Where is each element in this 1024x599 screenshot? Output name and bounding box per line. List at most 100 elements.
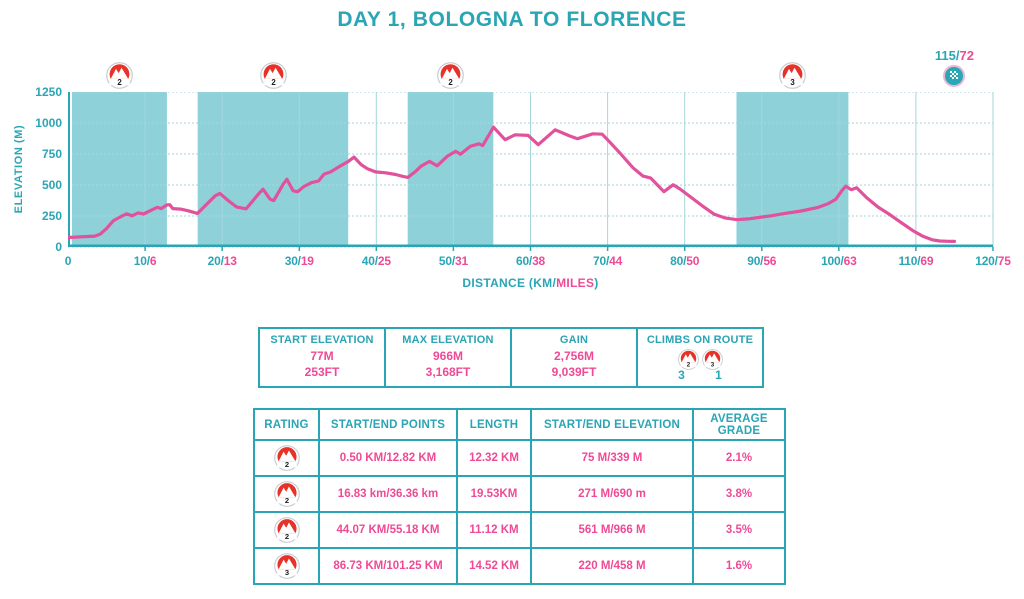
climb-category-badge-icon: 3	[273, 553, 300, 579]
summary-header: CLIMBS ON ROUTE	[646, 334, 754, 346]
col-header-length: LENGTH	[456, 408, 532, 441]
cell-elevation: 220 M/458 M	[530, 547, 694, 585]
cell-elevation: 561 M/966 M	[530, 511, 694, 549]
summary-max-elevation: MAX ELEVATION 966M 3,168FT	[384, 329, 510, 386]
climb-category-badge-icon: 2	[273, 481, 300, 507]
mountain-badge-icon: 2	[677, 349, 699, 370]
cell-rating: 2	[253, 439, 320, 477]
x-axis-label: DISTANCE (KM/MILES)	[68, 276, 993, 290]
summary-value-metric: 2,756M	[553, 349, 595, 363]
cell-elevation: 271 M/690 m	[530, 475, 694, 513]
col-header-grade: AVERAGE GRADE	[692, 408, 786, 441]
mountain-badge-icon: 2	[437, 62, 464, 89]
summary-climbs-on-route: CLIMBS ON ROUTE 2 3 3 1	[636, 329, 762, 386]
climb-counts-row: 3 1	[638, 368, 762, 382]
cell-grade: 2.1%	[692, 439, 786, 477]
mountain-badge-icon: 2	[273, 481, 300, 507]
x-axis-tick-label: 40/25	[361, 254, 391, 268]
svg-text:2: 2	[448, 78, 453, 87]
cell-points: 86.73 KM/101.25 KM	[318, 547, 458, 585]
cell-length: 19.53KM	[456, 475, 532, 513]
summary-header: MAX ELEVATION	[402, 334, 494, 346]
cell-points: 16.83 km/36.36 km	[318, 475, 458, 513]
mountain-badge-icon: 2	[273, 445, 300, 471]
climb-category-badge-icon: 2	[273, 445, 300, 471]
col-header-points: START/END POINTS	[318, 408, 458, 441]
table-row: 2 16.83 km/36.36 km 19.53KM 271 M/690 m …	[253, 475, 786, 513]
cell-grade: 1.6%	[692, 547, 786, 585]
svg-text:2: 2	[117, 78, 122, 87]
table-header-row: RATING START/END POINTS LENGTH START/END…	[253, 408, 786, 441]
table-row: 2 0.50 KM/12.82 KM 12.32 KM 75 M/339 M 2…	[253, 439, 786, 477]
x-axis-tick-label: 110/69	[898, 254, 934, 268]
x-axis-tick-label: 90/56	[747, 254, 777, 268]
svg-text:2: 2	[271, 78, 276, 87]
table-row: 2 44.07 KM/55.18 KM 11.12 KM 561 M/966 M…	[253, 511, 786, 549]
table-row: 3 86.73 KM/101.25 KM 14.52 KM 220 M/458 …	[253, 547, 786, 585]
cell-rating: 2	[253, 511, 320, 549]
y-axis-tick-label: 0	[55, 239, 62, 254]
climb-category-badge-icon: 2	[273, 517, 300, 543]
cell-grade: 3.5%	[692, 511, 786, 549]
y-axis-tick-label: 1000	[35, 115, 62, 130]
cell-points: 44.07 KM/55.18 KM	[318, 511, 458, 549]
cell-elevation: 75 M/339 M	[530, 439, 694, 477]
elevation-plot-area	[68, 92, 994, 251]
mountain-badge-icon: 3	[701, 349, 723, 370]
x-axis-tick-label: 70/44	[593, 254, 623, 268]
x-axis-tick-label: 80/50	[670, 254, 700, 268]
climb-count: 3	[678, 368, 685, 382]
climb-category-badge-icon: 2	[259, 62, 287, 89]
mountain-badge-icon: 3	[779, 62, 806, 89]
x-axis-tick-label: 60/38	[515, 254, 546, 268]
col-header-elevation: START/END ELEVATION	[530, 408, 694, 441]
x-axis-tick-label: 50/31	[438, 254, 468, 268]
svg-text:2: 2	[284, 496, 288, 505]
x-axis-label-close: )	[594, 276, 599, 290]
summary-table: START ELEVATION 77M 253FT MAX ELEVATION …	[258, 327, 764, 388]
cell-rating: 3	[253, 547, 320, 585]
cell-length: 11.12 KM	[456, 511, 532, 549]
y-axis-tick-label: 500	[41, 177, 62, 192]
svg-text:3: 3	[284, 568, 288, 577]
x-axis-tick-label: 120/75	[975, 254, 1011, 268]
climb-category-badge-icon: 2	[677, 349, 699, 370]
climb-badges-row: 2 3	[638, 349, 762, 370]
x-axis-tick-label: 10/6	[133, 254, 157, 268]
summary-header: START ELEVATION	[270, 334, 374, 346]
finish-distance-label: 115/72	[934, 48, 974, 63]
page-title: DAY 1, BOLOGNA TO FLORENCE	[337, 8, 687, 31]
svg-text:2: 2	[284, 460, 288, 469]
x-axis-label-miles: MILES	[556, 276, 595, 290]
x-axis-tick-label: 20/13	[207, 254, 237, 268]
mountain-badge-icon: 2	[105, 62, 133, 89]
mountain-badge-icon: 2	[259, 62, 287, 89]
climb-category-badge-icon: 2	[105, 62, 133, 89]
y-axis-tick-label: 250	[41, 208, 62, 223]
cell-grade: 3.8%	[692, 475, 786, 513]
y-axis-tick-label: 750	[41, 146, 62, 161]
summary-start-elevation: START ELEVATION 77M 253FT	[260, 329, 384, 386]
svg-text:3: 3	[790, 78, 795, 87]
elevation-chart: ELEVATION (M) DISTANCE (KM/MILES) 0 250 50…	[13, 48, 1011, 290]
x-axis-tick-label: 30/19	[284, 254, 314, 268]
summary-value-metric: 77M	[310, 349, 334, 363]
svg-text:2: 2	[686, 362, 690, 369]
col-header-rating: RATING	[253, 408, 320, 441]
mountain-badge-icon: 3	[273, 553, 300, 579]
cell-rating: 2	[253, 475, 320, 513]
climb-category-badge-icon: 2	[437, 62, 464, 89]
cell-length: 12.32 KM	[456, 439, 532, 477]
climb-count: 1	[715, 368, 722, 382]
svg-text:3: 3	[710, 362, 714, 369]
summary-value-imperial: 253FT	[304, 365, 340, 379]
x-axis-tick-label: 100/63	[821, 254, 857, 268]
summary-value-imperial: 3,168FT	[425, 365, 471, 379]
mountain-badge-icon: 2	[273, 517, 300, 543]
svg-text:2: 2	[284, 532, 288, 541]
summary-value-imperial: 9,039FT	[551, 365, 597, 379]
climb-category-badge-icon: 3	[701, 349, 723, 370]
summary-header: GAIN	[559, 334, 589, 346]
climb-category-badge-icon: 3	[779, 62, 806, 89]
